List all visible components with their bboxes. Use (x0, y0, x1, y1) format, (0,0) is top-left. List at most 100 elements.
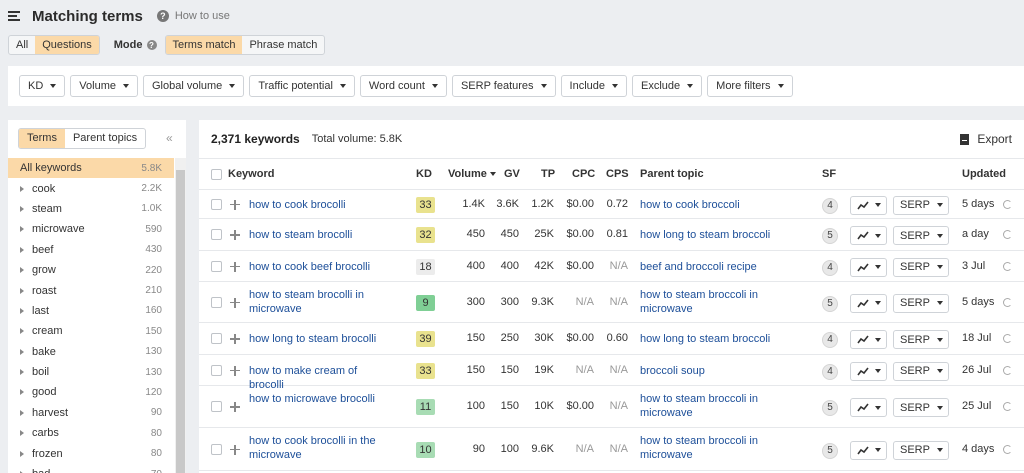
col-tp[interactable]: TP (541, 168, 556, 180)
select-all-checkbox[interactable] (211, 169, 222, 180)
refresh-icon[interactable] (1003, 365, 1012, 375)
plus-icon[interactable] (230, 297, 240, 308)
row-checkbox[interactable] (211, 443, 222, 455)
sf-count-badge[interactable]: 5 (822, 442, 838, 459)
expand-icon[interactable] (20, 328, 24, 335)
filter-include[interactable]: Include (560, 75, 628, 97)
sidebar-item[interactable]: All keywords 5.8K (8, 158, 174, 179)
sidebar-item[interactable]: bad70 (8, 464, 174, 473)
sf-count-badge[interactable]: 4 (822, 363, 838, 380)
parent-topic-link[interactable]: how to steam broccoli in microwave (640, 393, 758, 419)
refresh-icon[interactable] (1003, 334, 1012, 343)
filter-traffic-potential[interactable]: Traffic potential (249, 75, 355, 97)
row-checkbox[interactable] (211, 260, 222, 272)
table-row[interactable]: how to steam brocolli in microwave 9 300 30… (199, 282, 1024, 323)
keyword-link[interactable]: how to make cream of brocolli (249, 364, 358, 391)
table-row[interactable]: how to cook brocolli 33 1.4K 3.6K 1.2K $0.00 0… (199, 190, 1024, 219)
plus-icon[interactable] (230, 261, 240, 272)
sidebar-item[interactable]: bake 130 (8, 342, 174, 362)
row-checkbox[interactable] (211, 229, 222, 240)
sidebar-item[interactable]: grow 220 (8, 260, 174, 280)
parent-topic-link[interactable]: beef and broccoli recipe (640, 260, 757, 273)
row-checkbox[interactable] (211, 333, 222, 344)
parent-topic-link[interactable]: how long to steam broccoli (640, 229, 771, 241)
sidebar-item[interactable]: cream 150 (8, 321, 174, 341)
sf-count-badge[interactable]: 5 (822, 228, 838, 244)
col-sf[interactable]: SF (822, 168, 837, 180)
sf-count-badge[interactable]: 5 (822, 400, 838, 416)
trend-dropdown[interactable] (850, 398, 887, 417)
col-parent-topic[interactable]: Parent topic (640, 168, 704, 180)
menu-icon[interactable] (8, 11, 20, 21)
expand-icon[interactable] (20, 348, 24, 355)
table-row[interactable]: how to cook brocolli in the microwave 10 9… (199, 428, 1024, 471)
keyword-link[interactable]: how to microwave brocolli (249, 393, 375, 405)
terms-match-toggle[interactable]: Terms match (165, 36, 243, 54)
col-updated[interactable]: Updated (962, 168, 1006, 180)
serp-button[interactable]: SERP (893, 293, 949, 313)
keyword-link[interactable]: how to cook brocolli (249, 198, 346, 211)
all-toggle[interactable]: All (16, 39, 29, 51)
plus-icon[interactable] (230, 402, 240, 412)
col-kd[interactable]: KD (416, 168, 432, 180)
keyword-link[interactable]: how to cook beef brocolli (249, 260, 371, 273)
expand-icon[interactable] (20, 409, 24, 416)
filter-word-count[interactable]: Word count (359, 75, 447, 97)
serp-button[interactable]: SERP (893, 195, 949, 215)
expand-icon[interactable] (20, 389, 24, 396)
sidebar-item[interactable]: boil 130 (8, 362, 174, 382)
sidebar-item[interactable]: good 120 (8, 382, 174, 402)
refresh-icon[interactable] (1003, 261, 1012, 271)
parent-topic-link[interactable]: how long to steam broccoli (640, 333, 771, 345)
col-volume[interactable]: Volume (448, 159, 496, 189)
export-button[interactable]: Export (960, 132, 1012, 146)
row-checkbox[interactable] (211, 198, 222, 210)
sf-count-badge[interactable]: 4 (822, 259, 838, 276)
help-icon[interactable]: ? (146, 40, 157, 50)
sidebar-item[interactable]: beef 430 (8, 240, 174, 260)
sidebar-item[interactable]: carbs 80 (8, 423, 174, 443)
trend-dropdown[interactable] (850, 195, 887, 215)
filter-volume[interactable]: Volume (70, 75, 138, 97)
serp-button[interactable]: SERP (893, 330, 949, 349)
sf-count-badge[interactable]: 5 (822, 295, 838, 312)
filter-kd[interactable]: KD (19, 75, 66, 97)
keyword-link[interactable]: how to steam brocolli in microwave (249, 289, 364, 315)
filter-serp-features[interactable]: SERP features (451, 75, 556, 97)
col-gv[interactable]: GV (504, 168, 520, 180)
refresh-icon[interactable] (1003, 402, 1012, 411)
refresh-icon[interactable] (1003, 297, 1012, 307)
trend-dropdown[interactable] (850, 330, 887, 349)
filter-global-volume[interactable]: Global volume (142, 75, 245, 97)
sidebar-item[interactable]: harvest 90 (8, 403, 174, 423)
table-row[interactable]: how to cook beef brocolli 18 400 400 42K $0.0… (199, 251, 1024, 282)
trend-dropdown[interactable] (850, 361, 887, 381)
expand-icon[interactable] (20, 287, 24, 294)
parent-topic-link[interactable]: broccoli soup (640, 364, 705, 377)
table-row[interactable]: how to steam brocolli 32 450 450 25K $0.00 0.8… (199, 219, 1024, 251)
expand-icon[interactable] (20, 369, 24, 376)
plus-icon[interactable] (230, 334, 240, 344)
sidebar-item[interactable]: steam 1.0K (8, 199, 174, 219)
keyword-link[interactable]: how long to steam brocolli (249, 333, 377, 345)
tab-terms[interactable]: Terms (19, 129, 65, 148)
parent-topic-link[interactable]: how to steam broccoli in microwave (640, 289, 758, 315)
col-cpc[interactable]: CPC (572, 168, 596, 180)
trend-dropdown[interactable] (850, 293, 887, 313)
plus-icon[interactable] (230, 365, 240, 376)
serp-button[interactable]: SERP (893, 440, 949, 460)
sf-count-badge[interactable]: 4 (822, 332, 838, 348)
row-checkbox[interactable] (211, 296, 222, 308)
trend-dropdown[interactable] (850, 440, 887, 460)
parent-topic-link[interactable]: how to cook broccoli (640, 198, 740, 211)
help-icon[interactable]: ? (156, 10, 169, 22)
sidebar-item[interactable]: frozen 80 (8, 443, 174, 463)
table-row[interactable]: how to make cream of brocolli 33 150 150 19K… (199, 355, 1024, 391)
sidebar-item[interactable]: cook 2.2K (8, 178, 174, 198)
expand-icon[interactable] (20, 450, 24, 457)
col-cps[interactable]: CPS (606, 168, 629, 180)
scrollbar-thumb[interactable] (176, 170, 185, 473)
trend-dropdown[interactable] (850, 257, 887, 277)
sidebar-item[interactable]: roast 210 (8, 280, 174, 300)
serp-button[interactable]: SERP (893, 226, 949, 245)
